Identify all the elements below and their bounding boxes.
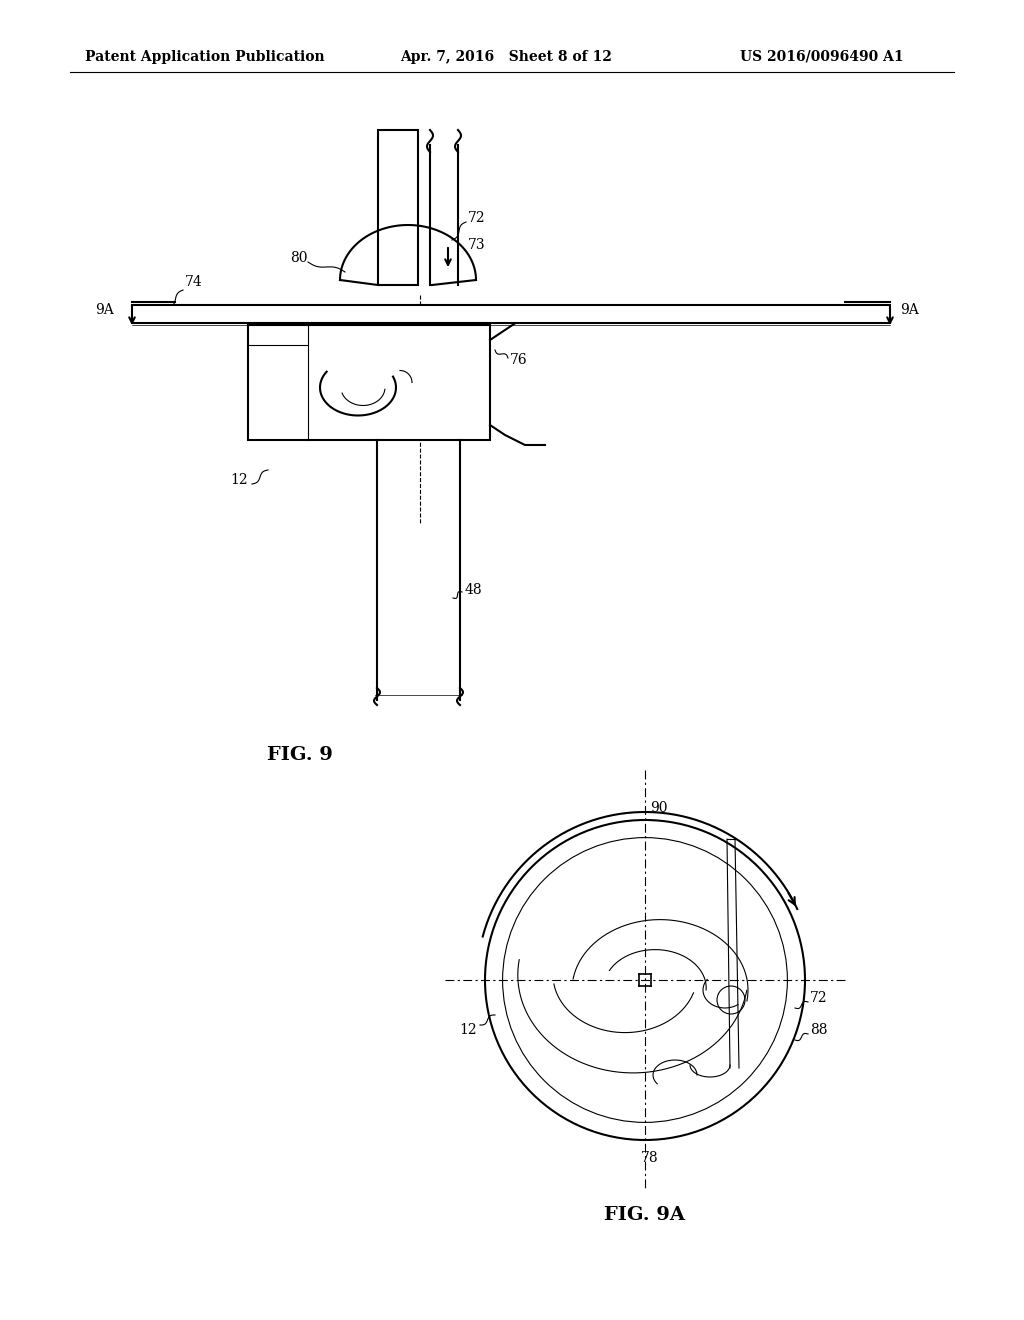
Text: 72: 72 <box>810 991 827 1005</box>
Text: FIG. 9A: FIG. 9A <box>604 1206 685 1224</box>
Bar <box>132 305 890 323</box>
Circle shape <box>717 986 745 1014</box>
Text: 9A: 9A <box>95 304 115 317</box>
Text: 80: 80 <box>290 251 307 265</box>
Text: 74: 74 <box>185 275 203 289</box>
Bar <box>378 129 418 285</box>
Text: 90: 90 <box>650 801 668 814</box>
Text: Apr. 7, 2016   Sheet 8 of 12: Apr. 7, 2016 Sheet 8 of 12 <box>400 50 612 63</box>
Text: US 2016/0096490 A1: US 2016/0096490 A1 <box>740 50 903 63</box>
Text: 88: 88 <box>810 1023 827 1038</box>
Text: 9A: 9A <box>900 304 919 317</box>
Text: 12: 12 <box>230 473 248 487</box>
Text: 78: 78 <box>641 1151 658 1166</box>
Text: 73: 73 <box>468 238 485 252</box>
Text: 76: 76 <box>510 352 527 367</box>
Text: 48: 48 <box>465 583 482 597</box>
Text: 12: 12 <box>460 1023 477 1038</box>
Text: FIG. 9: FIG. 9 <box>267 746 333 764</box>
Circle shape <box>485 820 805 1140</box>
Text: 72: 72 <box>468 211 485 224</box>
Circle shape <box>271 379 289 396</box>
Text: Patent Application Publication: Patent Application Publication <box>85 50 325 63</box>
Bar <box>248 325 490 440</box>
Circle shape <box>257 364 303 411</box>
